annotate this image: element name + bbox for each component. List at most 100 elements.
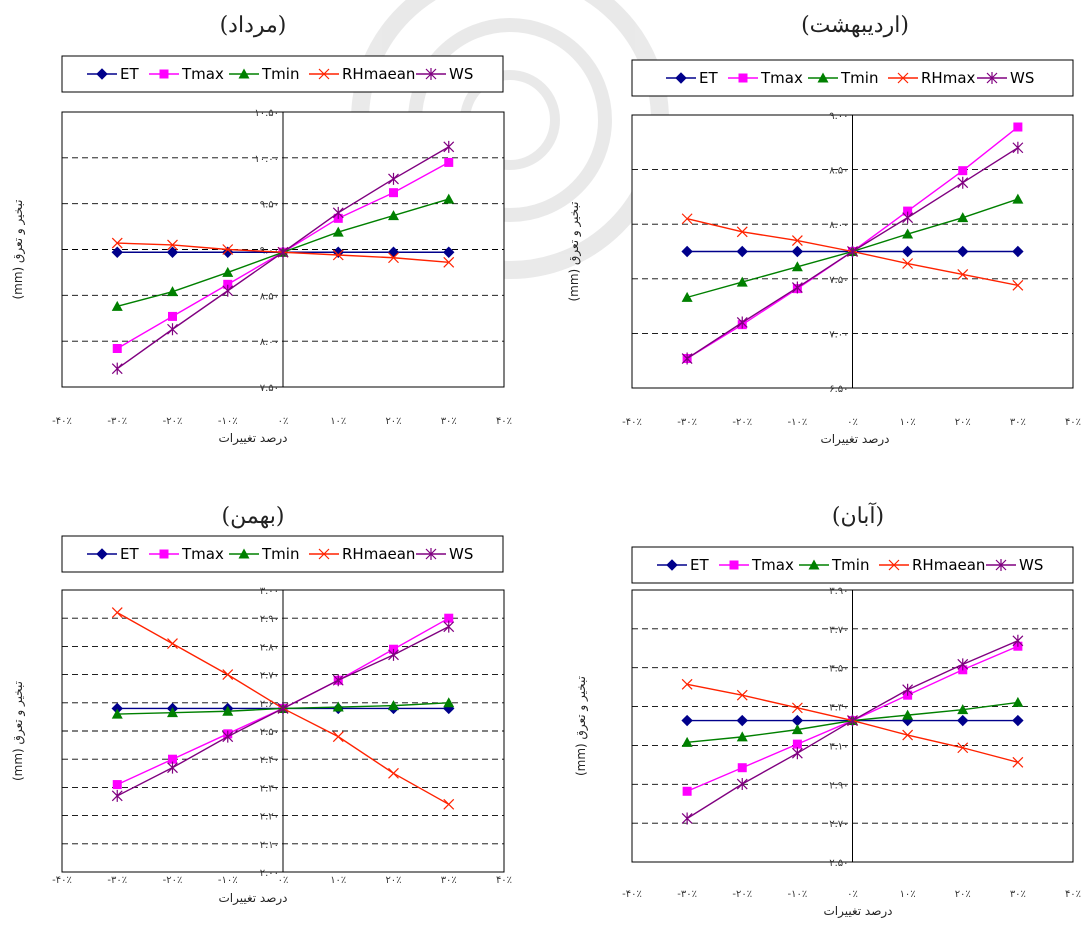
data-point-rhmaean bbox=[681, 678, 693, 690]
data-point-tmin bbox=[222, 266, 234, 277]
legend-marker-rhmaean bbox=[318, 548, 330, 560]
data-point-ws bbox=[847, 714, 858, 727]
data-point-tmin bbox=[1012, 193, 1024, 204]
data-point-ws bbox=[681, 352, 693, 365]
legend-label-tmax: Tmax bbox=[181, 65, 224, 83]
legend-label-ws: WS bbox=[1019, 556, 1043, 574]
y-tick-label: ۲.۹۰ bbox=[829, 780, 848, 791]
data-point-tmin bbox=[111, 300, 123, 311]
x-tick-label: -۱۰٪ bbox=[218, 416, 238, 427]
y-tick-label: ۹.۵۰ bbox=[260, 200, 279, 211]
data-point-rhmaean bbox=[791, 702, 803, 714]
x-tick-label: -۴۰٪ bbox=[622, 889, 642, 900]
legend-marker-tmin bbox=[817, 72, 829, 83]
x-tick-label: ۴۰٪ bbox=[1065, 889, 1081, 900]
legend-label-rhmax: RHmax bbox=[921, 69, 976, 87]
data-point-ws bbox=[332, 674, 344, 687]
legend-marker-et bbox=[666, 559, 678, 571]
x-axis-label: درصد تغییرات bbox=[820, 432, 889, 447]
x-tick-label: -۲۰٪ bbox=[732, 417, 752, 428]
y-tick-label: ۹.۰۰ bbox=[829, 111, 848, 122]
x-tick-label: -۴۰٪ bbox=[52, 875, 72, 886]
y-tick-label: ۷.۰۰ bbox=[829, 329, 848, 340]
y-tick-label: ۱۰.۰۰ bbox=[254, 154, 279, 165]
x-tick-label: -۲۰٪ bbox=[163, 416, 183, 427]
data-point-ws bbox=[332, 206, 344, 219]
data-point-ws bbox=[681, 812, 693, 825]
data-point-tmin bbox=[681, 291, 693, 302]
data-point-tmin bbox=[1012, 696, 1024, 707]
data-point-et bbox=[111, 246, 123, 258]
x-tick-label: ۰٪ bbox=[278, 416, 289, 427]
data-point-ws bbox=[957, 176, 969, 189]
data-point-tmin bbox=[443, 697, 455, 708]
chart-title: (مرداد) bbox=[220, 13, 287, 38]
data-point-tmin bbox=[736, 731, 748, 742]
x-tick-label: ۱۰٪ bbox=[900, 417, 916, 428]
chart-title: (آبان) bbox=[832, 502, 884, 529]
data-point-tmin bbox=[167, 707, 178, 718]
data-point-et bbox=[736, 245, 748, 258]
data-point-tmin bbox=[902, 709, 914, 720]
x-tick-label: -۴۰٪ bbox=[622, 417, 642, 428]
data-point-ws bbox=[902, 211, 914, 224]
x-tick-label: ۰٪ bbox=[278, 875, 289, 886]
data-point-rhmax bbox=[736, 226, 748, 238]
legend-marker-et bbox=[96, 548, 108, 560]
data-point-rhmax bbox=[791, 235, 803, 247]
legend-label-et: ET bbox=[699, 69, 718, 87]
data-point-et bbox=[1012, 245, 1024, 258]
data-point-tmin bbox=[791, 261, 803, 272]
data-point-tmin bbox=[388, 700, 399, 711]
data-point-rhmaean bbox=[222, 669, 234, 681]
legend-label-rhmaean: RHmaean bbox=[342, 65, 415, 83]
data-point-tmax bbox=[168, 311, 177, 321]
data-point-tmax bbox=[112, 344, 122, 353]
data-point-ws bbox=[791, 281, 803, 294]
data-point-tmax bbox=[223, 279, 233, 289]
data-point-et bbox=[791, 245, 804, 258]
x-tick-label: ۲۰٪ bbox=[955, 889, 971, 900]
data-point-rhmaean bbox=[222, 244, 234, 255]
data-point-tmin bbox=[332, 226, 344, 237]
legend-label-tmin: Tmin bbox=[840, 69, 878, 87]
data-point-rhmaean bbox=[388, 767, 399, 779]
x-tick-label: -۳۰٪ bbox=[107, 416, 127, 427]
x-tick-label: ۱۰٪ bbox=[330, 875, 346, 886]
data-point-rhmaean bbox=[443, 256, 455, 268]
y-tick-label: ۳.۹۰ bbox=[829, 586, 848, 597]
data-point-et bbox=[736, 714, 748, 727]
x-tick-label: -۱۰٪ bbox=[788, 889, 808, 900]
data-point-rhmaean bbox=[332, 731, 344, 743]
x-tick-label: ۴۰٪ bbox=[496, 416, 512, 427]
legend-label-tmax: Tmax bbox=[181, 545, 224, 563]
data-point-tmin bbox=[736, 276, 748, 287]
data-point-rhmaean bbox=[167, 638, 178, 650]
legend-label-tmin: Tmin bbox=[261, 545, 299, 563]
data-point-tmax bbox=[168, 754, 177, 764]
x-tick-label: -۳۰٪ bbox=[107, 875, 127, 886]
y-tick-label: ۳.۰۰ bbox=[260, 586, 279, 597]
data-point-ws bbox=[388, 648, 399, 661]
data-point-rhmaean bbox=[736, 689, 748, 701]
x-tick-label: -۳۰٪ bbox=[677, 417, 697, 428]
data-point-ws bbox=[957, 658, 969, 671]
legend-marker-ws bbox=[986, 72, 998, 84]
data-point-tmin bbox=[902, 228, 914, 239]
chart-panel-0: (اردیبهشت) ۶.۵۰ ۷.۰۰ ۷.۵۰ ۸.۰۰ ۸.۵۰ ۹.۰۰ -۴۰٪ -۳… bbox=[567, 13, 1081, 447]
data-point-et bbox=[166, 246, 179, 258]
y-tick-label: ۲.۷۰ bbox=[829, 819, 848, 830]
x-tick-label: ۱۰٪ bbox=[330, 416, 346, 427]
data-point-tmax bbox=[737, 763, 747, 773]
data-point-ws bbox=[222, 730, 234, 743]
data-point-ws bbox=[736, 778, 748, 791]
data-point-tmin bbox=[111, 708, 123, 719]
data-point-ws bbox=[443, 140, 455, 153]
legend-marker-tmax bbox=[159, 69, 169, 79]
y-tick-label: ۷.۵۰ bbox=[829, 275, 848, 286]
data-point-tmax bbox=[958, 166, 968, 176]
data-point-tmin bbox=[957, 704, 969, 715]
data-point-ws bbox=[1012, 141, 1024, 154]
legend: ET Tmax Tmin RHmaean WS bbox=[631, 546, 1074, 584]
